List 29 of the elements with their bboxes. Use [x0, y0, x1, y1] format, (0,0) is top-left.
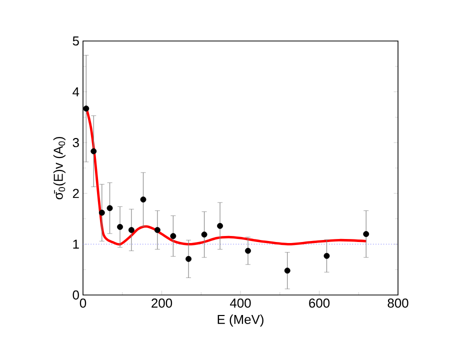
- point: [363, 231, 370, 238]
- point: [117, 224, 124, 230]
- x-axis-title: E (MeV): [218, 314, 264, 327]
- y-tick-label: 2: [72, 188, 79, 198]
- y-tick-label: 3: [72, 138, 79, 148]
- point: [201, 232, 208, 238]
- point: [324, 252, 330, 259]
- point: [140, 196, 146, 202]
- point: [83, 106, 90, 112]
- y-tick-label: 0: [72, 290, 79, 300]
- point: [244, 248, 251, 254]
- point: [186, 256, 192, 262]
- point: [106, 205, 113, 212]
- point: [284, 268, 290, 274]
- x-tick-label: 400: [230, 298, 251, 308]
- x-tick-label: 0: [80, 298, 86, 308]
- point: [128, 226, 134, 233]
- point: [170, 233, 176, 240]
- x-tick-label: 200: [152, 298, 172, 308]
- y-tick-label: 1: [73, 240, 79, 249]
- x-tick-label: 600: [309, 298, 330, 308]
- x-tick-label: 800: [388, 298, 408, 308]
- point: [217, 222, 224, 229]
- point: [90, 148, 97, 154]
- y-tick-label: 4: [72, 87, 80, 96]
- point: [154, 226, 160, 233]
- y-axis-title: σ̄$_{0}$(E)v (A$_{0}$): [53, 136, 66, 200]
- y-tick-label: 5: [72, 36, 79, 46]
- point: [98, 210, 105, 216]
